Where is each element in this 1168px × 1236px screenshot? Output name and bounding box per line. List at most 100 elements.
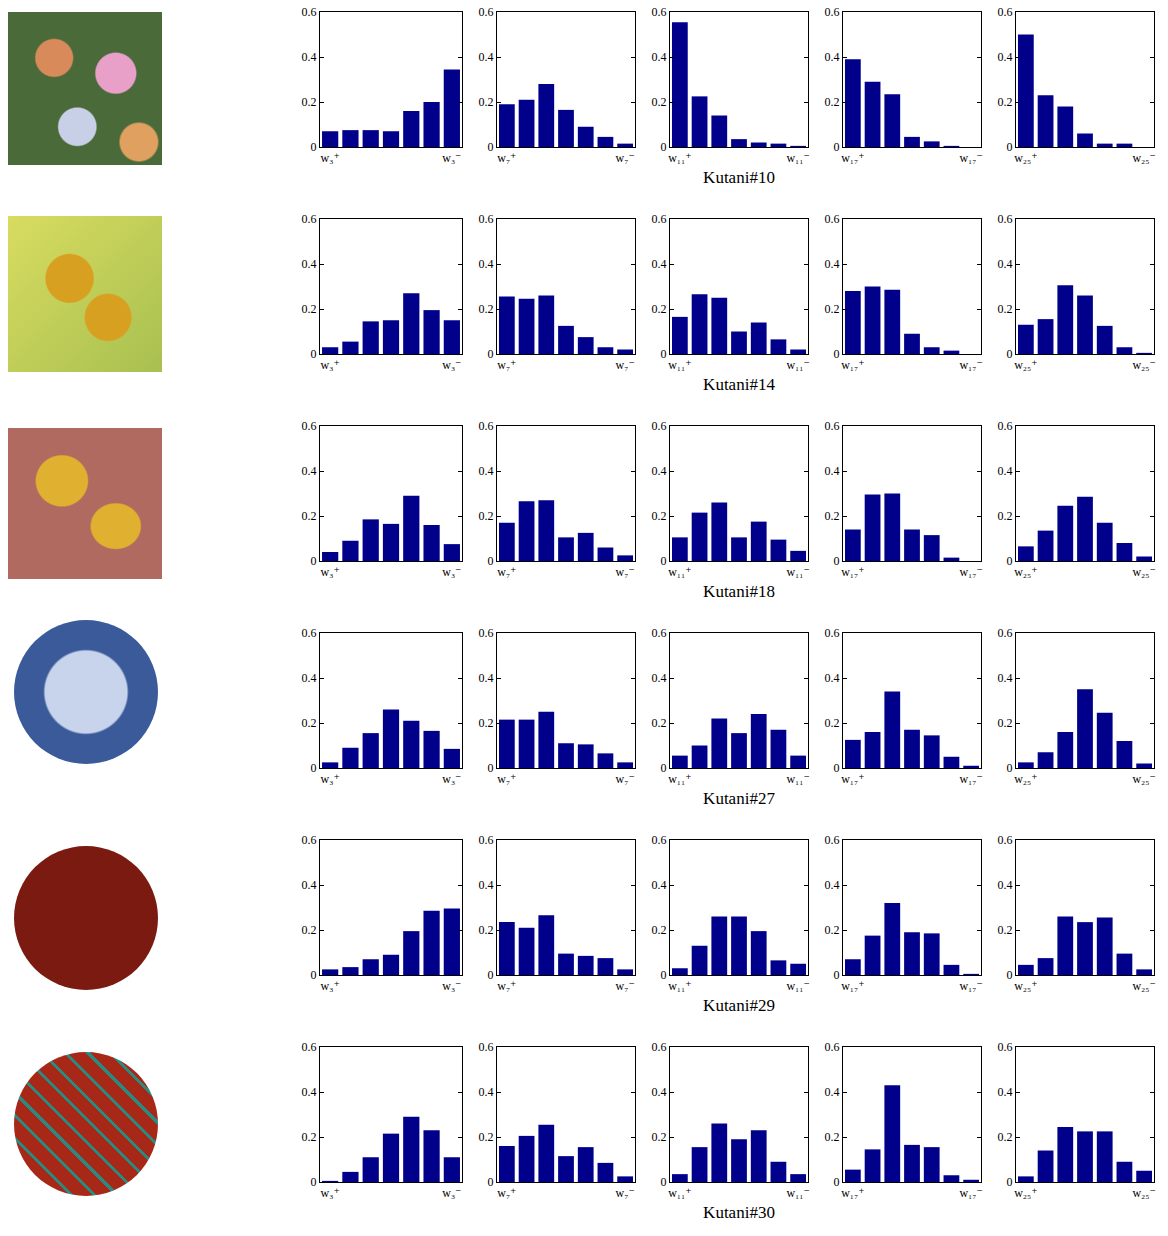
svg-text:0.6: 0.6	[302, 419, 317, 433]
svg-text:0.2: 0.2	[825, 1130, 840, 1144]
svg-text:Kutani#29: Kutani#29	[703, 996, 775, 1015]
svg-text:0: 0	[311, 554, 317, 568]
svg-text:0.4: 0.4	[302, 1085, 317, 1099]
svg-text:0.6: 0.6	[652, 419, 667, 433]
svg-text:w₇⁻: w₇⁻	[616, 565, 635, 579]
svg-text:0.2: 0.2	[825, 923, 840, 937]
svg-text:0: 0	[488, 761, 494, 775]
svg-text:0.4: 0.4	[825, 257, 840, 271]
svg-text:w₂₅⁻: w₂₅⁻	[1132, 151, 1155, 165]
svg-text:0.2: 0.2	[998, 1130, 1013, 1144]
svg-text:0.2: 0.2	[998, 923, 1013, 937]
svg-text:0.6: 0.6	[825, 419, 840, 433]
svg-text:w₁₇⁺: w₁₇⁺	[841, 979, 864, 993]
svg-text:w₃⁺: w₃⁺	[321, 979, 340, 993]
svg-text:0.2: 0.2	[652, 95, 667, 109]
svg-text:0: 0	[661, 968, 667, 982]
svg-text:w₇⁻: w₇⁻	[616, 1186, 635, 1200]
svg-text:0: 0	[834, 554, 840, 568]
svg-text:0.6: 0.6	[825, 626, 840, 640]
svg-text:0: 0	[1007, 140, 1013, 154]
svg-text:0: 0	[661, 140, 667, 154]
svg-text:0.6: 0.6	[302, 833, 317, 847]
svg-text:0.4: 0.4	[302, 50, 317, 64]
svg-text:w₁₁⁺: w₁₁⁺	[668, 1186, 691, 1200]
svg-text:0.2: 0.2	[302, 302, 317, 316]
svg-text:0.4: 0.4	[998, 50, 1013, 64]
svg-text:0: 0	[661, 554, 667, 568]
svg-text:0.2: 0.2	[825, 302, 840, 316]
svg-text:w₁₇⁻: w₁₇⁻	[959, 772, 982, 786]
svg-text:0.6: 0.6	[998, 419, 1013, 433]
svg-text:0.2: 0.2	[479, 923, 494, 937]
svg-text:0.2: 0.2	[998, 95, 1013, 109]
svg-text:0.6: 0.6	[652, 626, 667, 640]
svg-text:w₁₇⁺: w₁₇⁺	[841, 151, 864, 165]
svg-text:0.2: 0.2	[479, 509, 494, 523]
svg-text:0.2: 0.2	[302, 509, 317, 523]
svg-text:0: 0	[311, 140, 317, 154]
svg-text:w₁₇⁻: w₁₇⁻	[959, 1186, 982, 1200]
svg-text:w₁₇⁺: w₁₇⁺	[841, 1186, 864, 1200]
svg-text:0.2: 0.2	[825, 95, 840, 109]
svg-text:0: 0	[488, 1175, 494, 1189]
svg-text:0: 0	[661, 761, 667, 775]
svg-text:0.4: 0.4	[302, 878, 317, 892]
svg-text:0.4: 0.4	[652, 1085, 667, 1099]
svg-text:w₃⁺: w₃⁺	[321, 772, 340, 786]
svg-text:0.6: 0.6	[302, 212, 317, 226]
svg-text:w₁₁⁻: w₁₁⁻	[786, 979, 809, 993]
svg-text:w₇⁻: w₇⁻	[616, 151, 635, 165]
svg-text:w₇⁺: w₇⁺	[497, 772, 516, 786]
svg-text:0.4: 0.4	[998, 257, 1013, 271]
svg-text:w₃⁻: w₃⁻	[442, 1186, 461, 1200]
svg-text:w₂₅⁻: w₂₅⁻	[1132, 565, 1155, 579]
svg-text:w₃⁻: w₃⁻	[442, 151, 461, 165]
svg-text:0: 0	[661, 1175, 667, 1189]
svg-text:0.6: 0.6	[825, 833, 840, 847]
svg-text:0.6: 0.6	[825, 5, 840, 19]
svg-text:w₃⁻: w₃⁻	[442, 358, 461, 372]
svg-text:w₁₁⁻: w₁₁⁻	[786, 1186, 809, 1200]
svg-text:w₁₁⁺: w₁₁⁺	[668, 979, 691, 993]
svg-text:0.6: 0.6	[652, 833, 667, 847]
svg-text:w₇⁻: w₇⁻	[616, 772, 635, 786]
svg-text:w₁₁⁻: w₁₁⁻	[786, 358, 809, 372]
svg-text:0.4: 0.4	[998, 464, 1013, 478]
svg-text:0.4: 0.4	[479, 671, 494, 685]
svg-text:0.6: 0.6	[998, 833, 1013, 847]
svg-text:0.2: 0.2	[825, 509, 840, 523]
svg-text:0.6: 0.6	[302, 1040, 317, 1054]
svg-text:w₃⁺: w₃⁺	[321, 151, 340, 165]
svg-text:0.2: 0.2	[302, 716, 317, 730]
svg-text:0: 0	[1007, 347, 1013, 361]
svg-text:0.4: 0.4	[302, 464, 317, 478]
svg-text:0.4: 0.4	[652, 878, 667, 892]
svg-text:w₂₅⁻: w₂₅⁻	[1132, 358, 1155, 372]
svg-text:w₁₇⁺: w₁₇⁺	[841, 358, 864, 372]
svg-text:w₇⁻: w₇⁻	[616, 979, 635, 993]
svg-text:0.2: 0.2	[652, 509, 667, 523]
svg-text:0: 0	[1007, 761, 1013, 775]
svg-text:w₃⁻: w₃⁻	[442, 772, 461, 786]
svg-text:0: 0	[311, 1175, 317, 1189]
svg-text:w₁₇⁻: w₁₇⁻	[959, 565, 982, 579]
svg-text:0.6: 0.6	[479, 626, 494, 640]
svg-text:0.6: 0.6	[998, 626, 1013, 640]
svg-text:w₃⁺: w₃⁺	[321, 565, 340, 579]
svg-text:0: 0	[661, 347, 667, 361]
svg-text:0.4: 0.4	[825, 878, 840, 892]
svg-text:0.2: 0.2	[479, 95, 494, 109]
svg-text:w₁₁⁺: w₁₁⁺	[668, 772, 691, 786]
svg-text:w₂₅⁺: w₂₅⁺	[1014, 1186, 1037, 1200]
svg-text:w₁₁⁺: w₁₁⁺	[668, 565, 691, 579]
svg-text:0.2: 0.2	[998, 509, 1013, 523]
svg-text:Kutani#14: Kutani#14	[703, 375, 775, 394]
svg-text:w₇⁺: w₇⁺	[497, 1186, 516, 1200]
svg-text:0.4: 0.4	[652, 464, 667, 478]
svg-text:w₁₁⁻: w₁₁⁻	[786, 151, 809, 165]
svg-text:0.6: 0.6	[652, 1040, 667, 1054]
svg-text:0: 0	[1007, 554, 1013, 568]
svg-text:0.2: 0.2	[479, 716, 494, 730]
svg-text:0.6: 0.6	[652, 5, 667, 19]
